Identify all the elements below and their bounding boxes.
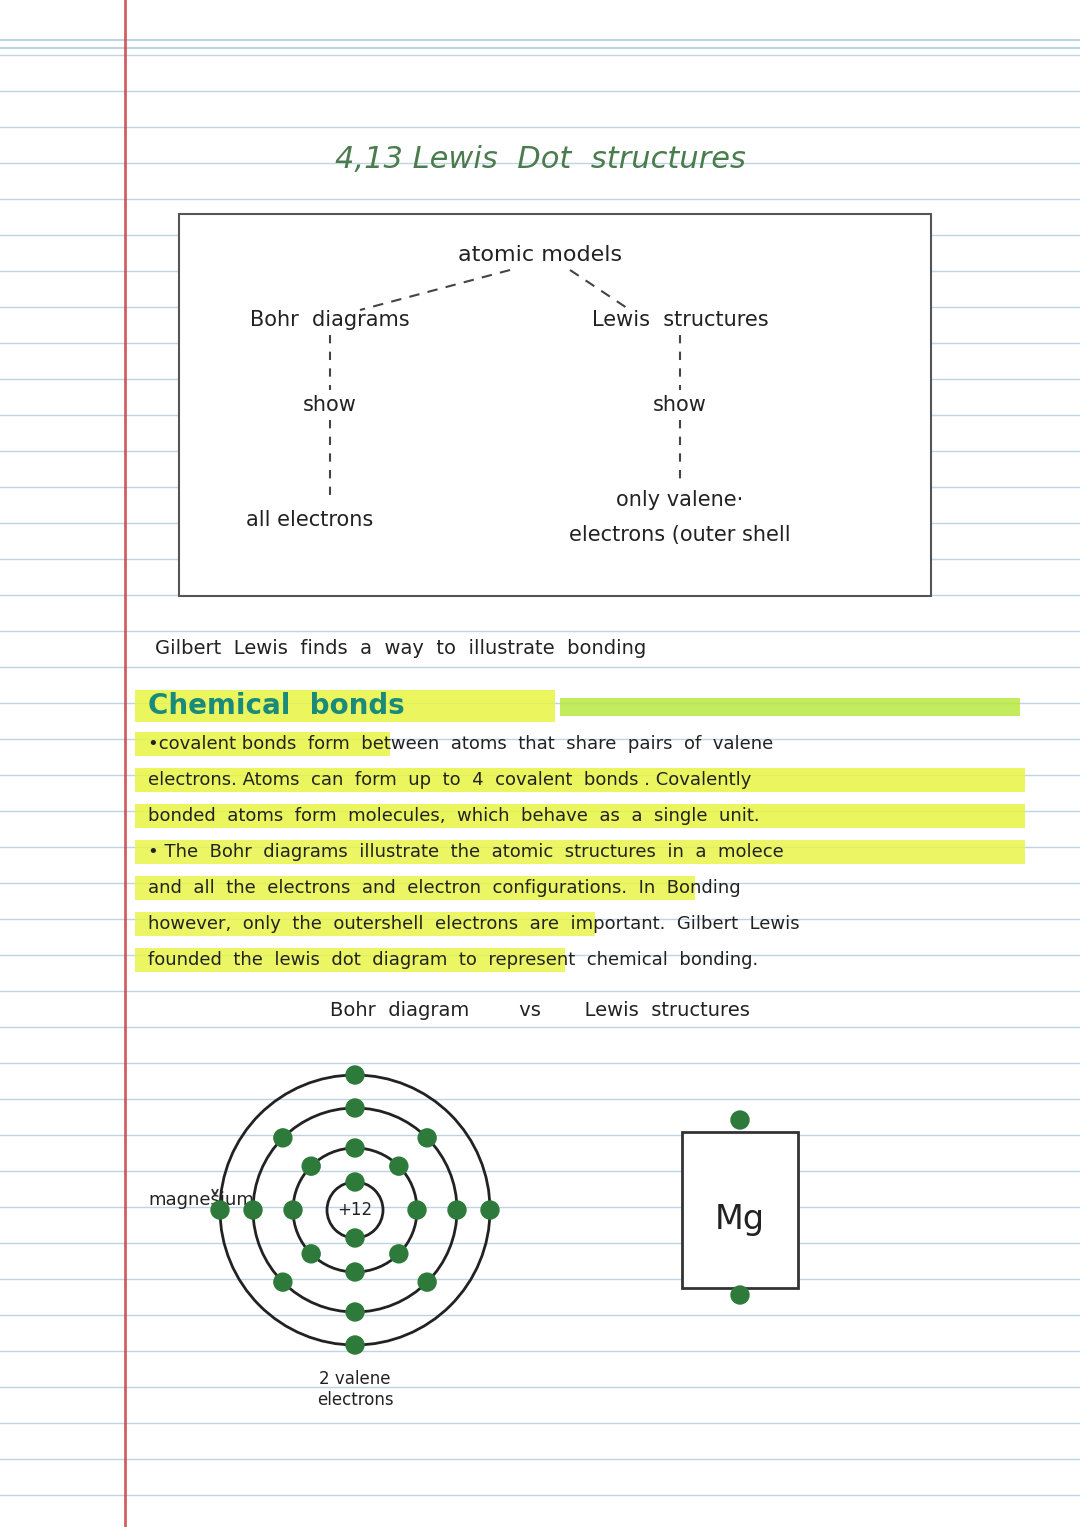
Circle shape bbox=[302, 1157, 320, 1176]
Bar bbox=[135, 876, 696, 899]
Circle shape bbox=[346, 1229, 364, 1248]
Text: Lewis  structures: Lewis structures bbox=[592, 310, 768, 330]
Text: and  all  the  electrons  and  electron  configurations.  In  Bonding: and all the electrons and electron confi… bbox=[148, 880, 741, 896]
Text: Bohr  diagrams: Bohr diagrams bbox=[251, 310, 409, 330]
Circle shape bbox=[481, 1202, 499, 1219]
Text: show: show bbox=[653, 395, 707, 415]
Circle shape bbox=[211, 1202, 229, 1219]
Circle shape bbox=[390, 1157, 408, 1176]
Text: Chemical  bonds: Chemical bonds bbox=[148, 692, 405, 721]
Circle shape bbox=[274, 1274, 292, 1292]
Text: magnesium: magnesium bbox=[148, 1191, 254, 1209]
Circle shape bbox=[346, 1139, 364, 1157]
Text: +12: +12 bbox=[337, 1202, 373, 1219]
Bar bbox=[135, 840, 1025, 864]
Text: all electrons: all electrons bbox=[246, 510, 374, 530]
Text: Mg: Mg bbox=[715, 1203, 765, 1237]
Text: electrons. Atoms  can  form  up  to  4  covalent  bonds . Covalently: electrons. Atoms can form up to 4 covale… bbox=[148, 771, 752, 789]
Text: electrons (outer shell: electrons (outer shell bbox=[569, 525, 791, 545]
Circle shape bbox=[346, 1263, 364, 1281]
Text: however,  only  the  outershell  electrons  are  important.  Gilbert  Lewis: however, only the outershell electrons a… bbox=[148, 915, 799, 933]
Circle shape bbox=[731, 1112, 750, 1128]
Bar bbox=[135, 690, 555, 722]
Text: Gilbert  Lewis  finds  a  way  to  illustrate  bonding: Gilbert Lewis finds a way to illustrate … bbox=[156, 638, 646, 658]
Text: Bohr  diagram        vs       Lewis  structures: Bohr diagram vs Lewis structures bbox=[330, 1000, 750, 1020]
Bar bbox=[135, 805, 1025, 828]
Text: • The  Bohr  diagrams  illustrate  the  atomic  structures  in  a  molece: • The Bohr diagrams illustrate the atomi… bbox=[148, 843, 784, 861]
Circle shape bbox=[346, 1066, 364, 1084]
Text: bonded  atoms  form  molecules,  which  behave  as  a  single  unit.: bonded atoms form molecules, which behav… bbox=[148, 806, 759, 825]
FancyBboxPatch shape bbox=[681, 1132, 798, 1287]
Circle shape bbox=[731, 1286, 750, 1304]
FancyBboxPatch shape bbox=[179, 214, 931, 596]
Circle shape bbox=[244, 1202, 262, 1219]
Circle shape bbox=[302, 1245, 320, 1263]
Circle shape bbox=[284, 1202, 302, 1219]
Text: 2 valene
electrons: 2 valene electrons bbox=[316, 1370, 393, 1409]
Circle shape bbox=[274, 1128, 292, 1147]
Circle shape bbox=[418, 1274, 436, 1292]
Circle shape bbox=[346, 1173, 364, 1191]
Text: •covalent bonds  form  between  atoms  that  share  pairs  of  valene: •covalent bonds form between atoms that … bbox=[148, 734, 773, 753]
Text: founded  the  lewis  dot  diagram  to  represent  chemical  bonding.: founded the lewis dot diagram to represe… bbox=[148, 951, 758, 970]
Circle shape bbox=[418, 1128, 436, 1147]
Text: atomic models: atomic models bbox=[458, 244, 622, 266]
Bar bbox=[135, 948, 565, 973]
Bar bbox=[135, 768, 1025, 793]
Text: only valene·: only valene· bbox=[617, 490, 744, 510]
Bar bbox=[135, 731, 390, 756]
Bar bbox=[561, 698, 1020, 716]
Circle shape bbox=[448, 1202, 465, 1219]
Circle shape bbox=[408, 1202, 426, 1219]
Circle shape bbox=[346, 1099, 364, 1116]
Bar bbox=[135, 912, 595, 936]
Text: show: show bbox=[303, 395, 356, 415]
Circle shape bbox=[390, 1245, 408, 1263]
Text: 4,13 Lewis  Dot  structures: 4,13 Lewis Dot structures bbox=[335, 145, 745, 174]
Circle shape bbox=[346, 1303, 364, 1321]
Circle shape bbox=[346, 1336, 364, 1354]
